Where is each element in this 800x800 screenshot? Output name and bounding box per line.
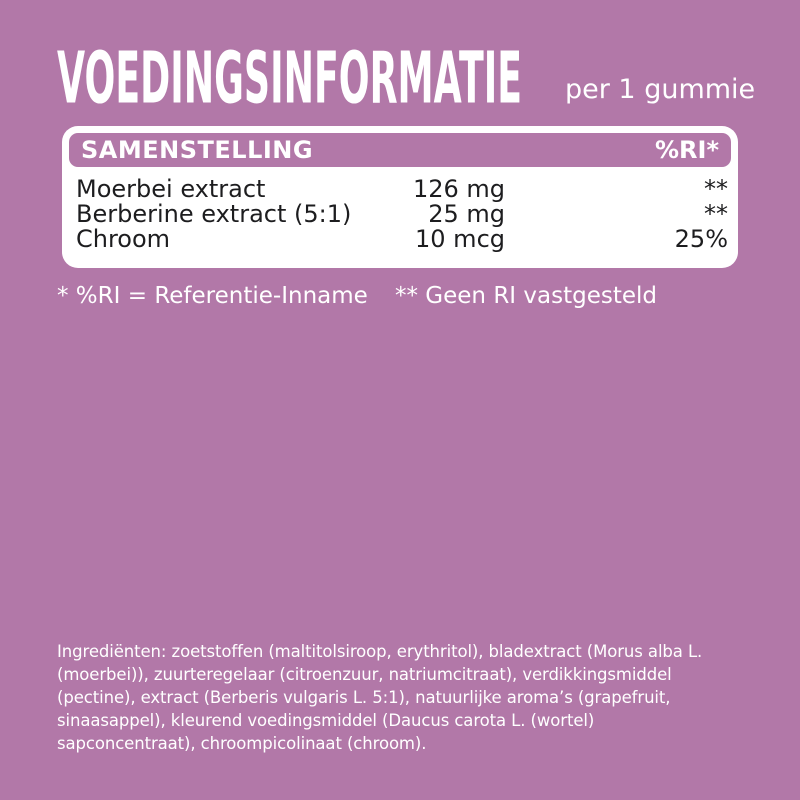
serving-size-label: per 1 gummie xyxy=(565,74,756,105)
table-row: Berberine extract (5:1) 25 mg ** xyxy=(76,202,728,227)
ingredient-name: Berberine extract (5:1) xyxy=(76,200,352,228)
nutrition-table: SAMENSTELLING %RI* Moerbei extract 126 m… xyxy=(62,126,738,268)
table-row: Chroom 10 mcg 25% xyxy=(76,227,728,252)
ingredients-line: Ingrediënten: zoetstoffen (maltitolsiroo… xyxy=(57,642,703,661)
ingredient-name: Moerbei extract xyxy=(76,175,266,203)
ingredients-line: sinaasappel), kleurend voedingsmiddel (D… xyxy=(57,711,595,730)
table-header-band: SAMENSTELLING %RI* xyxy=(69,133,731,167)
ingredients-line: (pectine), extract (Berberis vulgaris L.… xyxy=(57,688,671,707)
ingredient-name: Chroom xyxy=(76,225,171,253)
table-row: Moerbei extract 126 mg ** xyxy=(76,177,728,202)
ingredient-amount: 10 mcg xyxy=(415,225,505,253)
ingredient-ri: 25% xyxy=(674,225,728,253)
footnote-no-ri: ** Geen RI vastgesteld xyxy=(395,283,657,309)
ingredients-line: sapconcentraat), chroompicolinaat (chroo… xyxy=(57,734,427,753)
ri-column-header: %RI* xyxy=(654,136,719,164)
ingredient-ri: ** xyxy=(704,175,728,203)
table-body: Moerbei extract 126 mg ** Berberine extr… xyxy=(76,167,728,252)
ingredient-amount: 126 mg xyxy=(412,175,505,203)
ingredients-paragraph: Ingrediënten: zoetstoffen (maltitolsiroo… xyxy=(57,640,702,755)
page-title: VOEDINGSINFORMATIE xyxy=(57,36,523,120)
ingredient-ri: ** xyxy=(704,200,728,228)
footnote-ri-definition: * %RI = Referentie-Inname xyxy=(57,283,368,309)
ingredients-line: (moerbei)), zuurteregelaar (citroenzuur,… xyxy=(57,665,672,684)
ingredient-amount: 25 mg xyxy=(428,200,505,228)
composition-column-header: SAMENSTELLING xyxy=(81,136,314,164)
